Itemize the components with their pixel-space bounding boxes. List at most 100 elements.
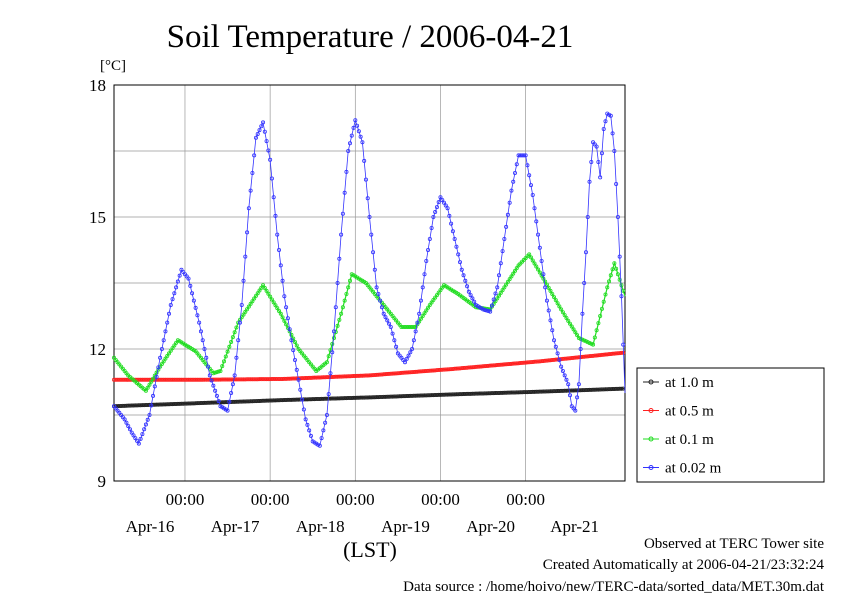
data-point bbox=[232, 330, 237, 335]
data-point bbox=[431, 214, 436, 219]
data-point bbox=[277, 308, 282, 313]
data-point bbox=[514, 266, 519, 271]
data-point bbox=[264, 288, 269, 293]
data-point bbox=[528, 255, 533, 260]
data-point bbox=[614, 181, 619, 186]
data-point bbox=[213, 388, 218, 393]
data-point bbox=[339, 311, 344, 316]
data-point bbox=[497, 293, 502, 298]
data-point bbox=[381, 311, 386, 316]
data-point bbox=[156, 365, 161, 370]
data-point bbox=[168, 302, 173, 307]
data-point bbox=[346, 285, 351, 290]
data-point bbox=[214, 393, 219, 398]
data-point bbox=[346, 148, 351, 153]
data-point bbox=[332, 335, 337, 340]
data-point bbox=[250, 299, 255, 304]
data-point bbox=[567, 321, 572, 326]
data-point bbox=[206, 364, 211, 369]
data-point bbox=[289, 332, 294, 337]
data-point bbox=[278, 311, 283, 316]
data-point bbox=[454, 244, 459, 249]
data-point bbox=[387, 321, 392, 326]
data-point bbox=[434, 205, 439, 210]
data-point bbox=[463, 278, 468, 283]
data-point bbox=[598, 175, 603, 180]
data-point bbox=[569, 324, 574, 329]
data-point bbox=[543, 285, 548, 290]
y-tick-label: 18 bbox=[89, 76, 106, 95]
data-point bbox=[488, 309, 493, 314]
data-point bbox=[174, 285, 179, 290]
data-point bbox=[252, 153, 257, 158]
data-point bbox=[512, 268, 517, 273]
x-tick-time-label: 00:00 bbox=[336, 490, 375, 509]
legend: at 1.0 m at 0.5 m at 0.1 m at 0.02 m bbox=[636, 367, 825, 483]
data-point bbox=[347, 278, 352, 283]
data-point bbox=[133, 436, 138, 441]
data-point bbox=[257, 128, 262, 133]
data-point bbox=[284, 305, 289, 310]
data-point bbox=[344, 291, 349, 296]
data-point bbox=[266, 148, 271, 153]
data-point bbox=[294, 343, 299, 348]
data-point bbox=[124, 420, 129, 425]
data-point bbox=[502, 236, 507, 241]
data-point bbox=[220, 364, 225, 369]
data-point bbox=[537, 270, 542, 275]
data-point bbox=[328, 371, 333, 376]
data-point bbox=[575, 333, 580, 338]
data-point bbox=[394, 344, 399, 349]
data-point bbox=[174, 340, 179, 345]
y-tick-label: 12 bbox=[89, 340, 106, 359]
x-axis-label: (LST) bbox=[343, 537, 397, 562]
data-point bbox=[230, 382, 235, 387]
legend-label: at 0.5 m bbox=[665, 404, 714, 420]
data-point bbox=[342, 298, 347, 303]
data-point bbox=[603, 292, 608, 297]
data-point bbox=[528, 183, 533, 188]
data-point bbox=[587, 179, 592, 184]
legend-box bbox=[636, 367, 825, 483]
data-point bbox=[154, 374, 159, 379]
data-point bbox=[544, 282, 549, 287]
data-point bbox=[151, 393, 156, 398]
data-point bbox=[275, 232, 280, 237]
data-point bbox=[319, 436, 324, 441]
data-point bbox=[596, 159, 601, 164]
data-point bbox=[135, 438, 140, 443]
data-point bbox=[511, 179, 516, 184]
data-point bbox=[461, 273, 466, 278]
data-point bbox=[610, 267, 615, 272]
data-point bbox=[511, 271, 516, 276]
data-point bbox=[243, 309, 248, 314]
data-point bbox=[321, 428, 326, 433]
data-point bbox=[580, 311, 585, 316]
data-point bbox=[149, 379, 154, 384]
y-tick-label: 9 bbox=[98, 472, 107, 491]
data-point bbox=[541, 272, 546, 277]
data-point bbox=[578, 346, 583, 351]
data-point bbox=[619, 386, 624, 391]
data-point bbox=[573, 330, 578, 335]
data-point bbox=[351, 125, 356, 130]
data-point bbox=[246, 206, 251, 211]
data-point bbox=[165, 320, 170, 325]
data-point bbox=[589, 159, 594, 164]
data-point bbox=[615, 214, 620, 219]
data-point bbox=[227, 399, 232, 404]
data-point bbox=[452, 236, 457, 241]
data-point bbox=[250, 170, 255, 175]
data-point bbox=[495, 285, 500, 290]
legend-swatch-marker bbox=[648, 379, 654, 385]
data-point bbox=[143, 422, 148, 427]
data-point bbox=[355, 123, 360, 128]
data-point bbox=[239, 315, 244, 320]
data-point bbox=[424, 308, 429, 313]
data-point bbox=[289, 338, 294, 343]
data-point bbox=[236, 338, 241, 343]
data-point bbox=[608, 113, 613, 118]
series-at-0-02-m bbox=[112, 111, 626, 448]
data-point bbox=[617, 254, 622, 259]
data-point bbox=[245, 230, 250, 235]
